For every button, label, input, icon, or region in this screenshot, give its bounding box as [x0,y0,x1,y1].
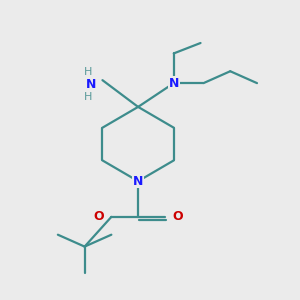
Text: N: N [86,78,97,91]
Text: N: N [133,175,143,188]
Text: O: O [172,210,183,224]
Text: H: H [84,92,92,102]
Text: H: H [84,67,92,77]
Text: O: O [93,210,104,224]
Text: N: N [169,76,179,90]
